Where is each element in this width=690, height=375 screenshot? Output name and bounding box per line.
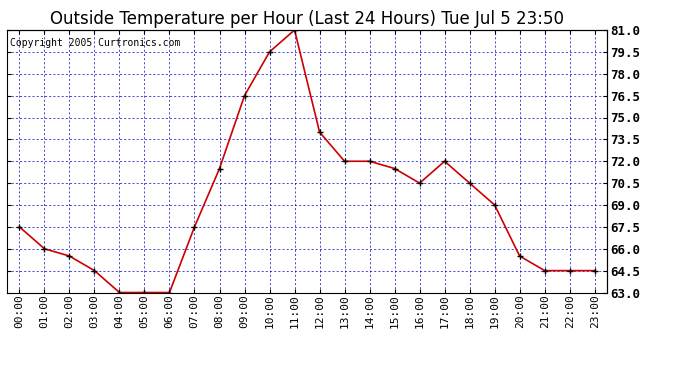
Text: Copyright 2005 Curtronics.com: Copyright 2005 Curtronics.com <box>10 38 180 48</box>
Title: Outside Temperature per Hour (Last 24 Hours) Tue Jul 5 23:50: Outside Temperature per Hour (Last 24 Ho… <box>50 10 564 28</box>
